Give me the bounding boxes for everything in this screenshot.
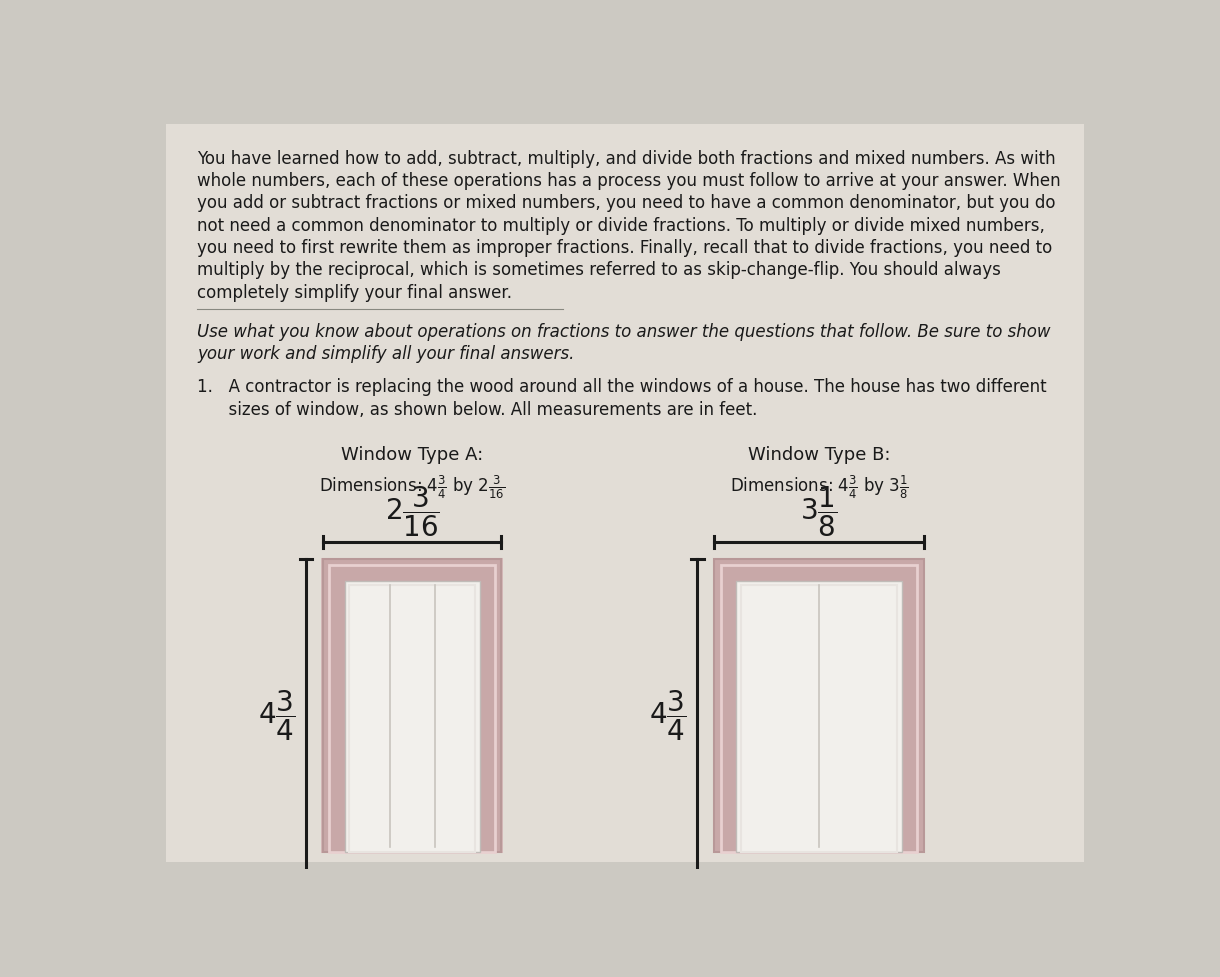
Text: multiply by the reciprocal, which is sometimes referred to as skip-change-flip. : multiply by the reciprocal, which is som… [198, 261, 1002, 279]
Text: Window Type A:: Window Type A: [342, 446, 483, 464]
Bar [329, 566, 495, 852]
Text: sizes of window, as shown below. All measurements are in feet.: sizes of window, as shown below. All mea… [198, 401, 758, 418]
Text: You have learned how to add, subtract, multiply, and divide both fractions and m: You have learned how to add, subtract, m… [198, 149, 1057, 167]
Bar [721, 566, 917, 852]
Bar [715, 560, 924, 852]
Text: Dimensions: $4\frac{3}{4}$ by $3\frac{1}{8}$: Dimensions: $4\frac{3}{4}$ by $3\frac{1}… [730, 474, 909, 501]
Bar [349, 585, 475, 852]
Text: not need a common denominator to multiply or divide fractions. To multiply or di: not need a common denominator to multipl… [198, 217, 1046, 234]
Text: Dimensions: $4\frac{3}{4}$ by $2\frac{3}{16}$: Dimensions: $4\frac{3}{4}$ by $2\frac{3}… [318, 474, 505, 501]
Text: $3\dfrac{1}{8}$: $3\dfrac{1}{8}$ [800, 484, 838, 538]
Bar [741, 585, 897, 852]
Bar [712, 558, 925, 853]
Text: Use what you know about operations on fractions to answer the questions that fol: Use what you know about operations on fr… [198, 322, 1050, 341]
Text: $4\dfrac{3}{4}$: $4\dfrac{3}{4}$ [257, 687, 295, 742]
Text: completely simplify your final answer.: completely simplify your final answer. [198, 283, 512, 301]
Text: Window Type B:: Window Type B: [748, 446, 891, 464]
Bar [345, 581, 479, 852]
Bar [323, 560, 501, 852]
Text: 1.   A contractor is replacing the wood around all the windows of a house. The h: 1. A contractor is replacing the wood ar… [198, 378, 1047, 396]
Text: $2\dfrac{3}{16}$: $2\dfrac{3}{16}$ [384, 484, 439, 538]
Text: you need to first rewrite them as improper fractions. Finally, recall that to di: you need to first rewrite them as improp… [198, 238, 1053, 257]
Bar [321, 558, 503, 853]
Text: whole numbers, each of these operations has a process you must follow to arrive : whole numbers, each of these operations … [198, 172, 1061, 190]
Text: $4\dfrac{3}{4}$: $4\dfrac{3}{4}$ [649, 687, 687, 742]
Text: your work and simplify all your final answers.: your work and simplify all your final an… [198, 345, 575, 362]
FancyBboxPatch shape [166, 125, 1085, 862]
Text: you add or subtract fractions or mixed numbers, you need to have a common denomi: you add or subtract fractions or mixed n… [198, 194, 1057, 212]
Bar [736, 581, 902, 852]
